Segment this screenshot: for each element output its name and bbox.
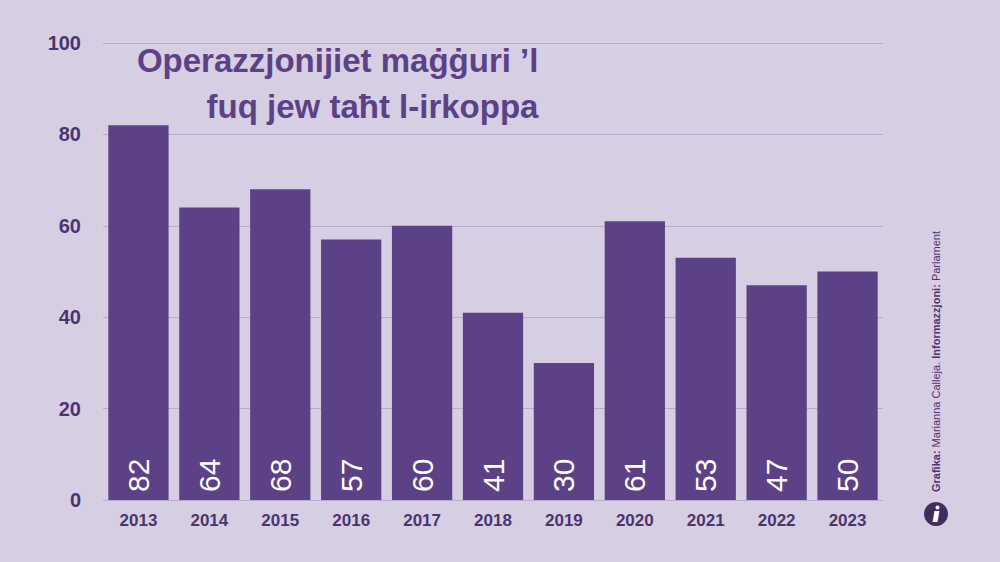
svg-text:20: 20 — [59, 398, 81, 420]
svg-text:2014: 2014 — [190, 511, 228, 530]
svg-text:2019: 2019 — [545, 511, 583, 530]
svg-text:Informazzjoni:: Informazzjoni: — [930, 284, 942, 359]
svg-text:2016: 2016 — [332, 511, 370, 530]
svg-text:60: 60 — [406, 459, 439, 492]
svg-text:fuq jew taħt l-irkoppa: fuq jew taħt l-irkoppa — [207, 88, 539, 125]
svg-text:2021: 2021 — [687, 511, 725, 530]
svg-text:40: 40 — [59, 306, 81, 328]
svg-text:53: 53 — [689, 459, 722, 492]
svg-text:57: 57 — [335, 459, 368, 492]
svg-text:2020: 2020 — [616, 511, 654, 530]
svg-text:82: 82 — [122, 459, 155, 492]
svg-text:68: 68 — [264, 459, 297, 492]
svg-text:2023: 2023 — [829, 511, 867, 530]
svg-text:Grafika:: Grafika: — [930, 450, 942, 492]
svg-text:2018: 2018 — [474, 511, 512, 530]
svg-text:30: 30 — [547, 459, 580, 492]
svg-text:0: 0 — [70, 489, 81, 511]
svg-text:80: 80 — [59, 123, 81, 145]
svg-text:41: 41 — [477, 459, 510, 492]
svg-text:60: 60 — [59, 215, 81, 237]
svg-text:47: 47 — [760, 459, 793, 492]
svg-text:Marianna Calleja.: Marianna Calleja. — [930, 359, 942, 451]
svg-text:Operazzjonijiet maġġuri ’l: Operazzjonijiet maġġuri ’l — [137, 42, 539, 79]
svg-text:61: 61 — [618, 459, 651, 492]
svg-text:100: 100 — [48, 32, 81, 54]
svg-text:2013: 2013 — [120, 511, 158, 530]
svg-text:64: 64 — [193, 459, 226, 492]
svg-text:2017: 2017 — [403, 511, 441, 530]
svg-text:Parlament: Parlament — [930, 231, 942, 284]
svg-text:2022: 2022 — [758, 511, 796, 530]
svg-text:2015: 2015 — [261, 511, 299, 530]
svg-text:50: 50 — [831, 459, 864, 492]
